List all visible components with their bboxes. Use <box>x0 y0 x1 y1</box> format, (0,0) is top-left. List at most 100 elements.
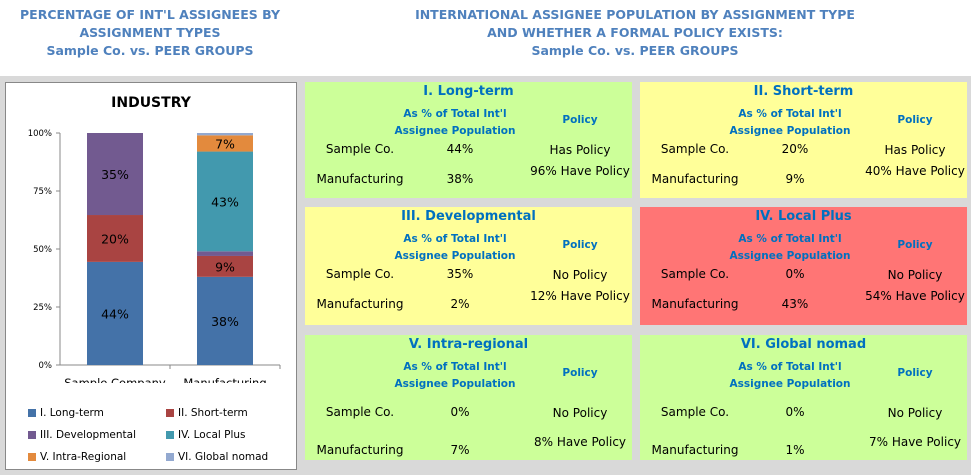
row-policy: 40% Have Policy <box>865 164 965 178</box>
column-header-share: As % of Total Int'l Assignee Population <box>394 233 516 262</box>
legend-label: V. Intra-Regional <box>40 451 127 463</box>
row-label: Sample Co. <box>325 142 395 156</box>
row-policy: 7% Have Policy <box>868 435 962 449</box>
chart-title: INDUSTRY <box>111 95 191 111</box>
card-title: V. Intra-regional <box>408 337 529 352</box>
card-title: II. Short-term <box>753 84 854 99</box>
row-percent: 43% <box>781 297 809 311</box>
row-percent: 1% <box>785 443 805 457</box>
bar-segment <box>197 135 253 152</box>
legend-item: III. Developmental <box>28 429 136 441</box>
row-percent: 0% <box>785 405 805 419</box>
bar-segment <box>87 133 143 216</box>
bar-segment <box>197 151 253 252</box>
data-label: 44% <box>101 306 129 321</box>
card-title: III. Developmental <box>401 209 536 224</box>
y-tick-label: 0% <box>39 361 53 371</box>
legend-swatch <box>166 431 174 439</box>
row-policy: Has Policy <box>549 143 611 157</box>
row-percent: 2% <box>450 297 470 311</box>
column-header-policy: Policy <box>897 239 933 251</box>
card-title: VI. Global nomad <box>740 337 867 352</box>
policy-card: IV. Local Plus As % of Total Int'l Assig… <box>640 207 967 325</box>
row-policy: 96% Have Policy <box>530 164 630 178</box>
policy-card: VI. Global nomad As % of Total Int'l Ass… <box>640 335 967 460</box>
row-label: Manufacturing <box>316 172 404 186</box>
legend-item: V. Intra-Regional <box>28 451 126 463</box>
row-label: Sample Co. <box>660 405 730 419</box>
y-tick-label: 25% <box>33 303 52 313</box>
left-header-line: Sample Co. vs. PEER GROUPS <box>46 43 254 58</box>
data-label: 43% <box>211 194 239 209</box>
legend-swatch <box>28 453 36 461</box>
row-percent: 0% <box>785 267 805 281</box>
data-label: 38% <box>211 314 239 329</box>
y-tick-label: 75% <box>33 187 52 197</box>
row-policy: Has Policy <box>884 143 946 157</box>
right-header-line: Sample Co. vs. PEER GROUPS <box>531 43 739 58</box>
row-label: Manufacturing <box>651 443 739 457</box>
legend-swatch <box>28 431 36 439</box>
bar-segment <box>197 251 253 256</box>
policy-card: III. Developmental As % of Total Int'l A… <box>305 207 632 325</box>
card-title: I. Long-term <box>423 84 514 99</box>
column-header-policy: Policy <box>562 367 598 379</box>
column-header-share: As % of Total Int'l Assignee Population <box>394 108 516 137</box>
row-percent: 7% <box>450 443 470 457</box>
legend-label: I. Long-term <box>40 407 104 419</box>
right-header-line: AND WHETHER A FORMAL POLICY EXISTS: <box>487 25 783 40</box>
left-header-line: ASSIGNMENT TYPES <box>79 25 221 40</box>
legend-swatch <box>166 453 174 461</box>
left-header-line: PERCENTAGE OF INT'L ASSIGNEES BY <box>20 7 280 22</box>
x-tick-label: Manufacturing <box>183 376 266 383</box>
bar-segment <box>197 133 253 136</box>
legend-label: IV. Local Plus <box>178 429 246 441</box>
row-percent: 44% <box>446 142 474 156</box>
y-tick-label: 100% <box>28 129 52 139</box>
card-title: IV. Local Plus <box>755 209 852 224</box>
right-header-line: INTERNATIONAL ASSIGNEE POPULATION BY ASS… <box>415 7 855 22</box>
legend-item: IV. Local Plus <box>166 429 246 441</box>
row-percent: 9% <box>785 172 805 186</box>
column-header-share: As % of Total Int'l Assignee Population <box>729 361 851 390</box>
column-header-policy: Policy <box>897 114 933 126</box>
column-header-share: As % of Total Int'l Assignee Population <box>729 233 851 262</box>
row-label: Manufacturing <box>651 297 739 311</box>
row-label: Sample Co. <box>660 142 730 156</box>
bar-segment <box>87 215 143 262</box>
column-header-policy: Policy <box>897 367 933 379</box>
row-label: Sample Co. <box>660 267 730 281</box>
y-tick-label: 50% <box>33 245 52 255</box>
legend-label: II. Short-term <box>178 407 248 419</box>
legend-swatch <box>166 409 174 417</box>
data-label: 20% <box>101 231 129 246</box>
data-label: 9% <box>215 259 235 274</box>
legend-item: I. Long-term <box>28 407 104 419</box>
column-header-share: As % of Total Int'l Assignee Population <box>394 361 516 390</box>
policy-card: V. Intra-regional As % of Total Int'l As… <box>305 335 632 460</box>
chart-panel: INDUSTRY 0% 25% 50% 75% 100% 44% 20% 35% Sample … <box>5 82 297 470</box>
row-percent: 0% <box>450 405 470 419</box>
column-header-share: As % of Total Int'l Assignee Population <box>729 108 851 137</box>
row-percent: 35% <box>446 267 474 281</box>
data-label: 7% <box>215 136 235 151</box>
left-header: PERCENTAGE OF INT'L ASSIGNEES BY ASSIGNM… <box>0 6 300 60</box>
row-policy: No Policy <box>552 268 608 282</box>
data-label: 35% <box>101 167 129 182</box>
row-label: Sample Co. <box>325 405 395 419</box>
row-percent: 38% <box>446 172 474 186</box>
row-label: Manufacturing <box>651 172 739 186</box>
row-policy: 12% Have Policy <box>530 289 630 303</box>
row-policy: 8% Have Policy <box>533 435 627 449</box>
policy-card: II. Short-term As % of Total Int'l Assig… <box>640 82 967 198</box>
legend-item: II. Short-term <box>166 407 248 419</box>
legend-swatch <box>28 409 36 417</box>
legend-item: VI. Global nomad <box>166 451 268 463</box>
column-header-policy: Policy <box>562 114 598 126</box>
row-policy: No Policy <box>887 268 943 282</box>
row-policy: 54% Have Policy <box>865 289 965 303</box>
legend-label: VI. Global nomad <box>178 451 269 463</box>
row-label: Manufacturing <box>316 297 404 311</box>
column-header-policy: Policy <box>562 239 598 251</box>
bar-segment <box>197 255 253 277</box>
